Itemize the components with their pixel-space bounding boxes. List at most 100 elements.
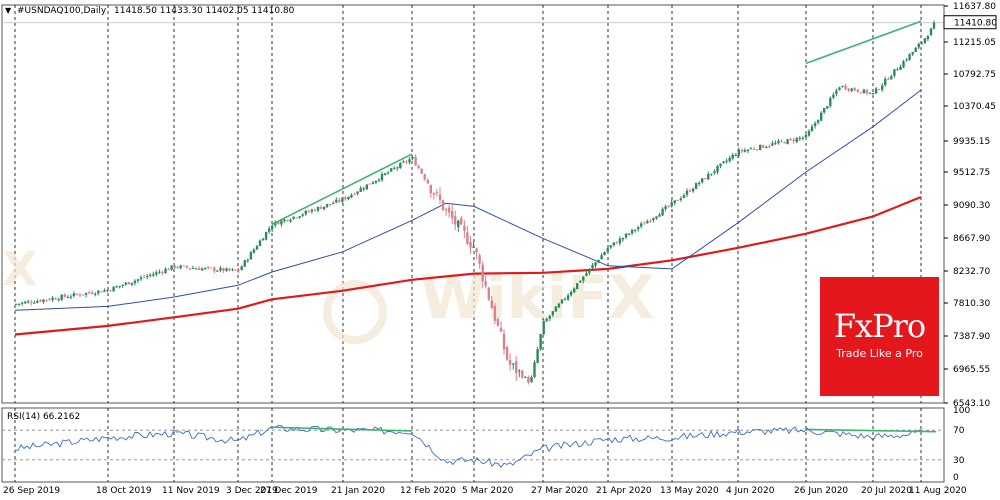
rsi-tick-label: 30 [953, 456, 965, 466]
candle-bear [182, 265, 185, 267]
candle-bear [487, 287, 490, 300]
price-tag-box [943, 15, 997, 30]
price-tick-label: 9090.30 [953, 201, 990, 211]
candle-bull [542, 321, 545, 335]
candle-bull [118, 285, 121, 287]
candle-bull [759, 144, 762, 150]
candle-bull [264, 232, 268, 240]
candle-bull [365, 184, 368, 190]
candle-bull [923, 38, 927, 43]
collapse-triangle-icon[interactable]: ▼ [5, 6, 12, 15]
candle-bull [106, 290, 109, 292]
price-tick-label: 9512.75 [953, 168, 990, 178]
candle-bull [655, 216, 658, 219]
candle-bear [667, 205, 670, 207]
candle-bear [481, 264, 484, 282]
candle-bull [600, 255, 603, 260]
candle-bull [673, 200, 676, 203]
candle-bear [429, 185, 432, 194]
candle-bear [877, 89, 881, 91]
candle-bull [701, 178, 704, 183]
candle-bull [246, 259, 249, 261]
candle-bull [826, 106, 829, 109]
candle-bull [771, 143, 774, 146]
candle-bull [591, 265, 594, 269]
date-tick-label: 11 Nov 2019 [162, 486, 220, 496]
candle-bull [518, 370, 521, 372]
date-tick-label: 26 Jun 2020 [794, 486, 848, 496]
candle-bear [307, 211, 310, 213]
candle-bear [100, 291, 103, 293]
candle-bear [441, 200, 445, 210]
rsi-trendline [805, 428, 937, 433]
date-tick-label: 20 Jul 2020 [861, 486, 912, 496]
candle-bull [719, 163, 722, 167]
candle-bull [926, 36, 930, 40]
candle-bear [508, 359, 512, 365]
candle-bear [188, 268, 192, 270]
price-tick-label: 6965.55 [953, 365, 990, 375]
candle-bull [158, 271, 161, 273]
candle-bear [780, 140, 783, 142]
candle-bull [646, 221, 649, 224]
candle-bull [133, 280, 137, 284]
candle-bull [612, 242, 615, 246]
candle-bull [155, 272, 158, 275]
candle-bull [268, 228, 271, 232]
candle-bull [566, 295, 570, 300]
candle-bear [176, 267, 179, 269]
candle-bull [374, 180, 378, 183]
candle-bull [216, 270, 219, 272]
candle-bear [505, 347, 509, 360]
candle-bull [411, 157, 414, 159]
candle-bear [197, 268, 201, 270]
price-tick-label: 6543.10 [953, 399, 990, 409]
candle-bull [585, 273, 588, 276]
candle-bear [167, 268, 170, 270]
price-tick-label: 9935.15 [953, 137, 990, 147]
candle-bull [390, 168, 393, 172]
candle-bear [207, 267, 210, 268]
candle-bull [920, 42, 923, 44]
candle-bull [359, 188, 362, 192]
candle-bull [835, 90, 838, 94]
candle-bull [94, 293, 97, 295]
candle-bull [17, 303, 21, 305]
rsi-title: RSI(14) 66.2162 [7, 412, 80, 422]
candle-bull [734, 155, 737, 156]
price-tick-label: 11215.05 [953, 38, 996, 48]
candle-bear [329, 203, 332, 205]
candle-bull [152, 274, 155, 276]
candle-bull [832, 94, 835, 98]
candle-bear [353, 193, 356, 195]
candle-bull [810, 126, 814, 131]
candle-bear [30, 302, 33, 304]
candle-bull [816, 120, 820, 123]
candle-bear [319, 207, 323, 209]
candle-bull [929, 28, 933, 36]
candle-bull [563, 298, 567, 300]
ma-fast-line [14, 89, 922, 311]
candle-bull [618, 238, 622, 244]
candle-bear [490, 300, 493, 309]
rsi-tick-label: 70 [953, 426, 965, 436]
price-tag-label: 11410.80 [954, 19, 997, 29]
candle-bear [502, 333, 506, 350]
candle-bull [874, 88, 878, 94]
price-tick-label: 8667.90 [953, 234, 990, 244]
candle-bull [621, 237, 625, 240]
ma-slow-line [14, 195, 922, 336]
price-tick-label: 7387.90 [953, 332, 990, 342]
candle-bull [36, 301, 39, 303]
candle-bull [457, 220, 460, 228]
candle-bull [304, 210, 307, 215]
candle-bull [820, 112, 823, 121]
candle-bull [194, 268, 198, 270]
chart-title: #USNDAQ100,Daily [17, 6, 107, 16]
candle-bull [27, 301, 30, 303]
candle-bull [838, 87, 841, 91]
rsi-tick-label: 100 [953, 406, 970, 416]
candle-bull [737, 149, 740, 156]
candle-bear [649, 220, 652, 222]
